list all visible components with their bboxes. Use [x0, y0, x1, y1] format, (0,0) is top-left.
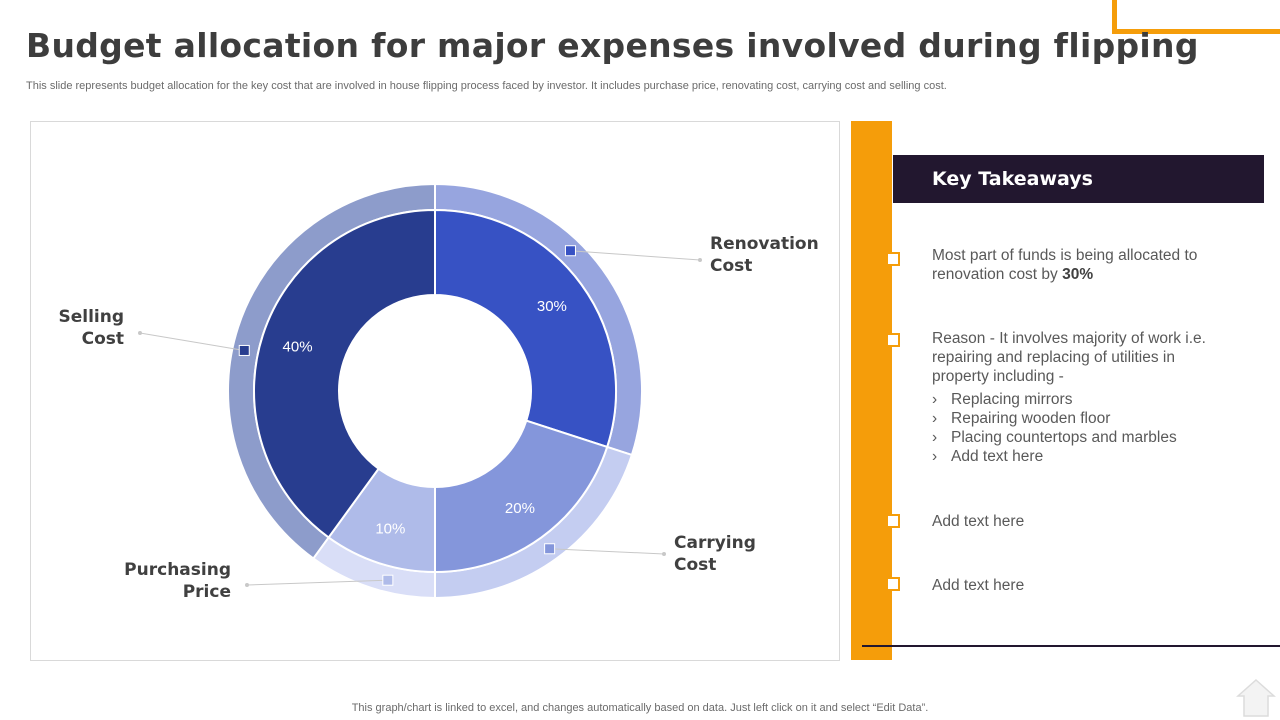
sub-list-item: › Placing countertops and marbles — [932, 429, 1177, 446]
takeaway-item-1: Most part of funds is being allocated to… — [932, 246, 1232, 284]
sub-list-item: › Repairing wooden floor — [932, 410, 1111, 427]
category-label-carrying-cost: Cost — [674, 555, 716, 575]
bullet-marker-1 — [886, 252, 900, 266]
chart-area[interactable]: 30% Renovation Cost 20% Carrying Cost 10% Purch… — [30, 121, 840, 661]
leader-marker-renovation-cost — [564, 245, 576, 257]
sub-list-item: › Add text here — [932, 448, 1044, 465]
home-icon[interactable] — [1234, 676, 1278, 720]
category-label-purchasing-price: Purchasing — [124, 560, 231, 580]
data-label-selling-cost: 40% — [283, 338, 313, 355]
footer-note: This graph/chart is linked to excel, and… — [351, 702, 929, 714]
slice-selling-cost — [253, 208, 436, 539]
key-takeaways-heading: Key Takeaways — [893, 155, 1264, 203]
leader-end-dot-renovation-cost — [698, 258, 702, 262]
leader-marker-purchasing-price — [382, 574, 394, 586]
leader-marker-carrying-cost — [544, 543, 556, 555]
data-label-renovation-cost: 30% — [537, 298, 567, 315]
donut-chart[interactable]: 30%RenovationCost20%CarryingCost10%Purch… — [31, 122, 841, 662]
takeaway-item-1-highlight: 30% — [1062, 266, 1094, 283]
page-subtitle: This slide represents budget allocation … — [26, 80, 947, 92]
chevron-right-icon: › — [932, 429, 938, 446]
takeaway-item-2-text: Reason - It involves majority of work i.… — [932, 330, 1206, 385]
accent-bar — [851, 121, 892, 660]
leader-end-dot-carrying-cost — [662, 552, 666, 556]
bottom-divider — [862, 645, 1280, 647]
leader-line-renovation-cost — [570, 250, 701, 261]
bullet-marker-4 — [886, 577, 900, 591]
page-title: Budget allocation for major expenses inv… — [26, 26, 1199, 65]
category-label-purchasing-price: Price — [183, 582, 231, 602]
category-label-selling-cost: Selling — [58, 307, 124, 327]
leader-line-carrying-cost — [549, 548, 665, 555]
takeaway-item-4: Add text here — [932, 577, 1025, 594]
category-label-carrying-cost: Carrying — [674, 533, 756, 553]
leader-marker-selling-cost — [238, 344, 250, 356]
chevron-right-icon: › — [932, 448, 938, 465]
takeaway-sub-list: › Replacing mirrors › Repairing wooden flo… — [932, 390, 1232, 466]
takeaway-item-1-text: Most part of funds is being allocated to… — [932, 247, 1198, 283]
category-label-renovation-cost: Renovation — [710, 234, 819, 254]
data-label-purchasing-price: 10% — [375, 520, 405, 537]
category-label-selling-cost: Cost — [82, 329, 124, 349]
takeaway-item-3: Add text here — [932, 513, 1025, 530]
bullet-marker-3 — [886, 514, 900, 528]
leader-end-dot-selling-cost — [138, 331, 142, 335]
sub-list-item: › Replacing mirrors — [932, 391, 1073, 408]
data-label-carrying-cost: 20% — [505, 500, 535, 517]
leader-line-purchasing-price — [246, 579, 388, 586]
slice-carrying-cost — [434, 419, 609, 574]
chevron-right-icon: › — [932, 391, 938, 408]
bullet-marker-2 — [886, 333, 900, 347]
corner-decoration — [1112, 0, 1280, 34]
leader-end-dot-purchasing-price — [245, 583, 249, 587]
slice-renovation-cost — [434, 208, 617, 449]
leader-line-selling-cost — [139, 332, 245, 351]
category-label-renovation-cost: Cost — [710, 256, 752, 276]
takeaway-item-2: Reason - It involves majority of work i.… — [932, 329, 1232, 466]
chevron-right-icon: › — [932, 410, 938, 427]
